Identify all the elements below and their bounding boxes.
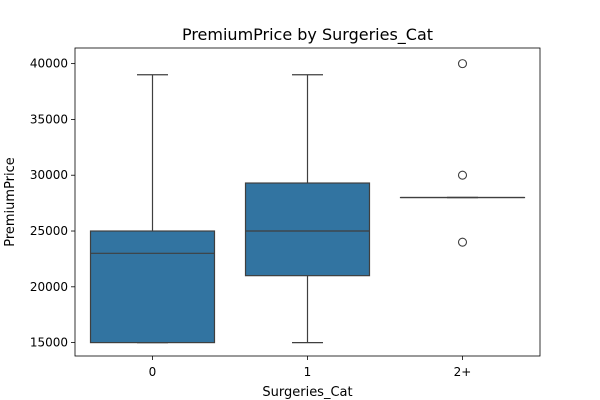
y-axis: 15000 20000 25000 30000 35000 40000	[30, 57, 75, 350]
iqr-box	[244, 182, 371, 277]
y-tick-label: 15000	[30, 336, 68, 350]
x-tick-label: 0	[149, 365, 157, 379]
y-axis-label: PremiumPrice	[3, 157, 18, 247]
box-1	[244, 74, 371, 344]
outlier-point	[457, 170, 468, 180]
outlier-point	[457, 59, 468, 69]
y-tick-label: 20000	[30, 280, 68, 294]
box-2+	[399, 59, 526, 247]
x-axis: 0 1 2+	[149, 356, 472, 379]
box-0	[89, 74, 216, 344]
x-axis-label: Surgeries_Cat	[262, 385, 352, 400]
y-tick-label: 40000	[30, 57, 68, 71]
x-tick-label: 1	[304, 365, 312, 379]
plot-frame	[74, 47, 541, 357]
plot-area	[89, 59, 526, 344]
chart-title: PremiumPrice by Surgeries_Cat	[182, 25, 433, 45]
iqr-box	[89, 230, 216, 344]
y-tick-label: 30000	[30, 168, 68, 182]
x-tick-label: 2+	[454, 365, 472, 379]
y-tick-label: 25000	[30, 224, 68, 238]
y-tick-label: 35000	[30, 112, 68, 126]
outlier-point	[457, 237, 468, 247]
